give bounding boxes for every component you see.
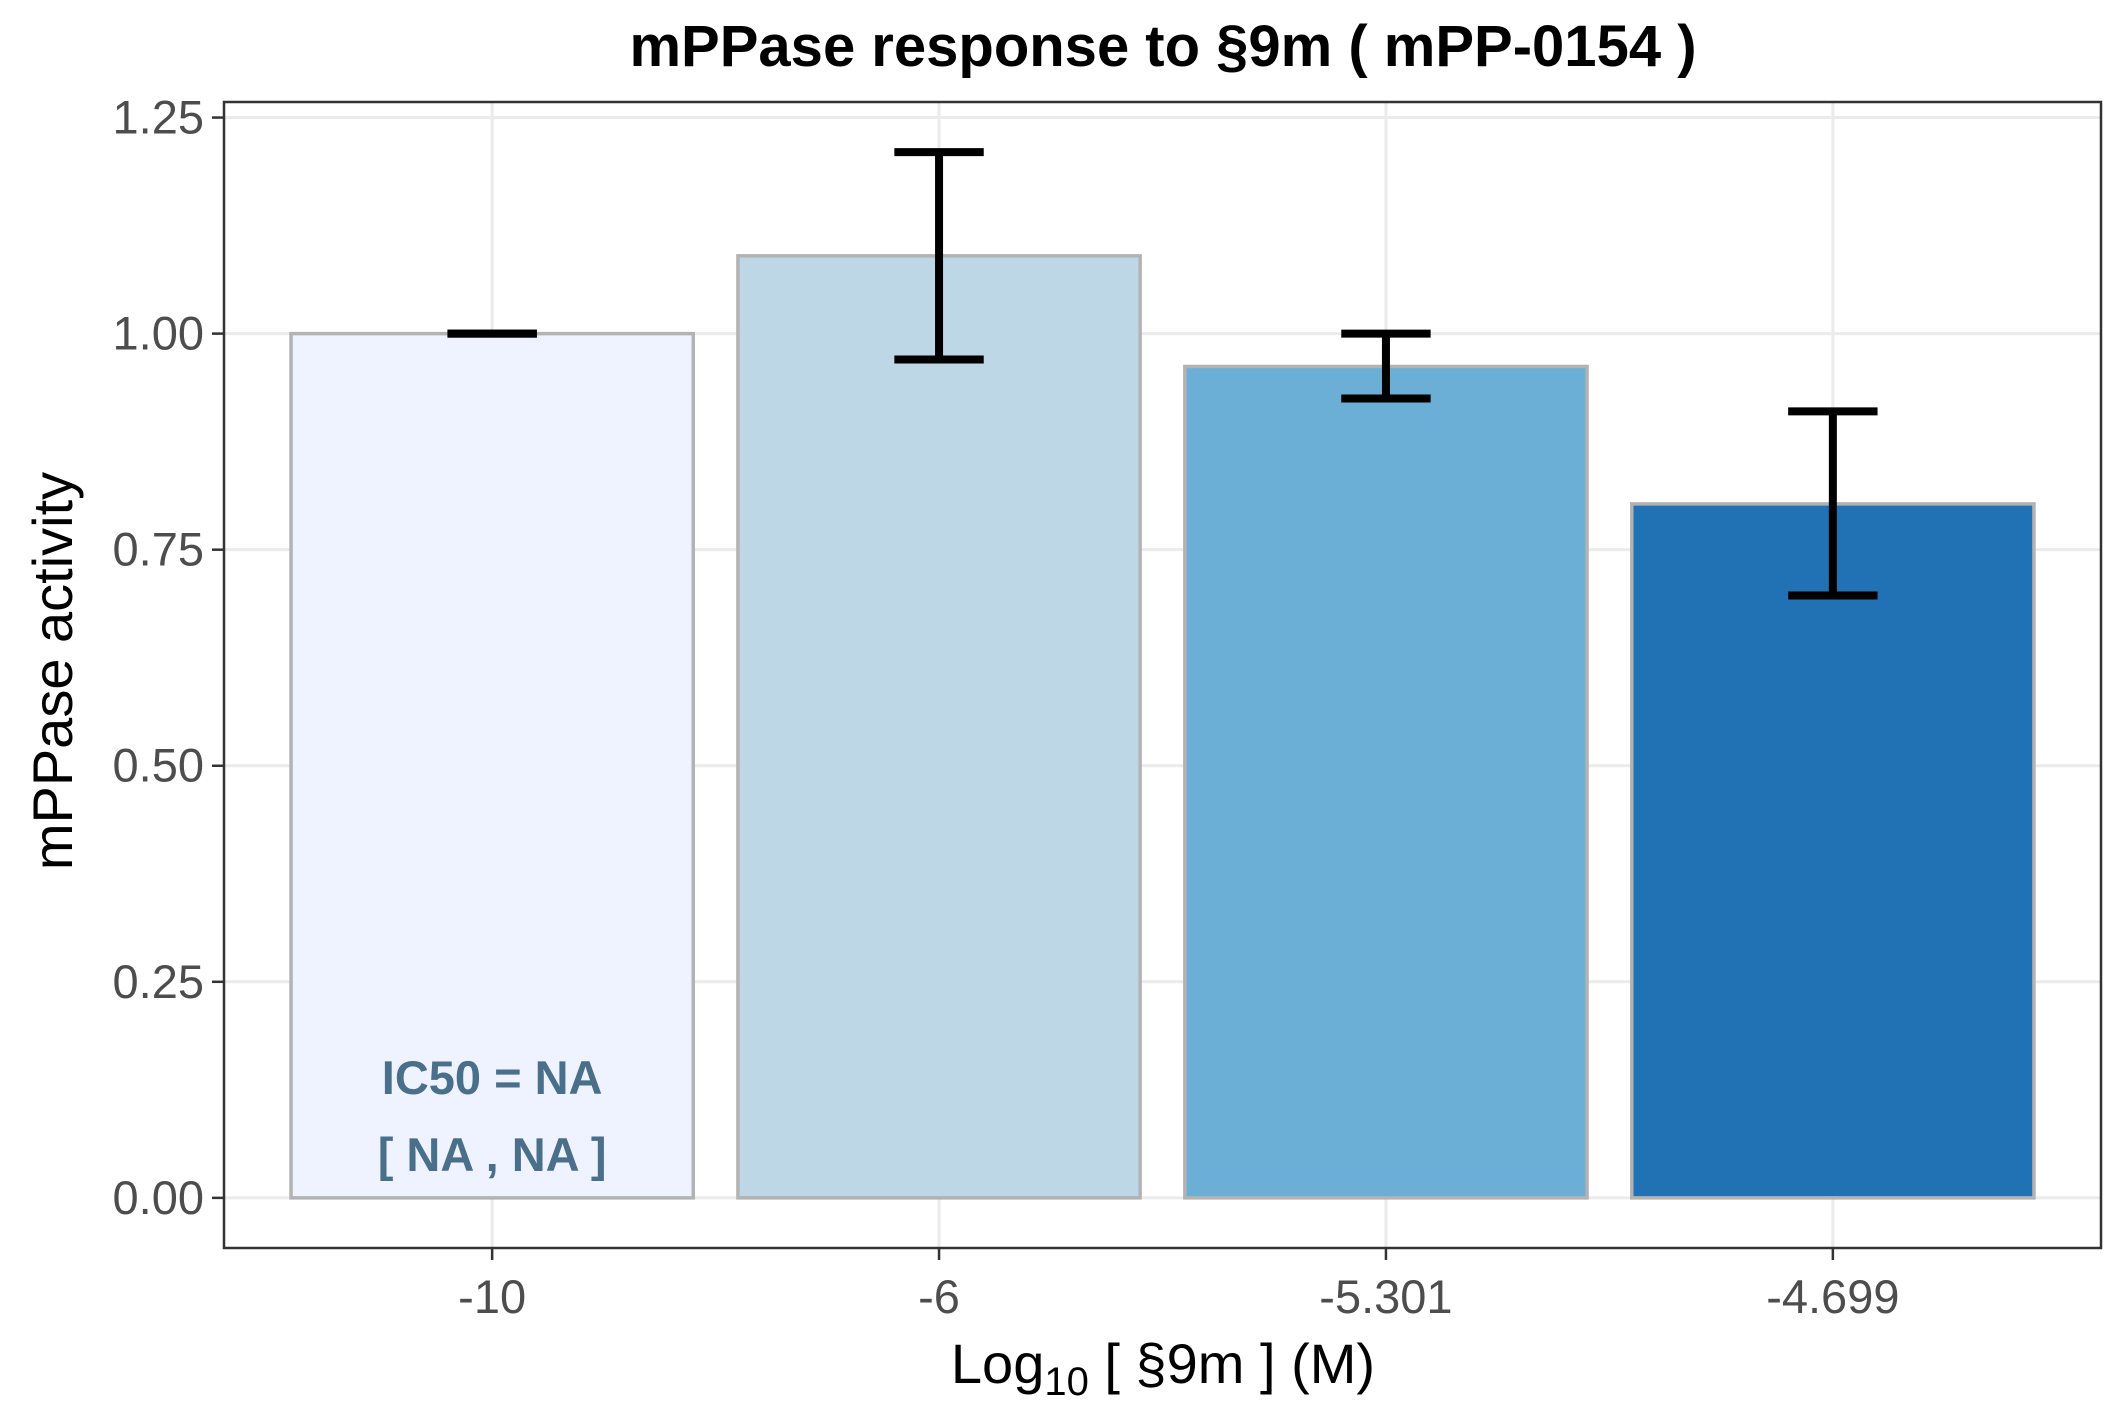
bars <box>289 254 2036 1200</box>
x-axis-title-rest: [ §9m ] (M) <box>1089 1332 1375 1395</box>
x-tick-label: -4.699 <box>1766 1270 1899 1323</box>
bar <box>1183 364 1589 1200</box>
ic50-annotation: IC50 = NA <box>382 1051 603 1104</box>
bar <box>289 331 695 1200</box>
bar <box>1630 502 2036 1200</box>
annotations: IC50 = NA [ NA , NA ] <box>378 1051 607 1181</box>
y-tick-label: 0.00 <box>113 1171 204 1224</box>
plot-panel: IC50 = NA [ NA , NA ] <box>222 100 2103 1250</box>
x-axis-title-main: Log <box>951 1332 1044 1395</box>
ic50-annotation: [ NA , NA ] <box>378 1128 607 1181</box>
y-axis: 0.00 0.25 0.50 0.75 1.00 1.25 <box>113 91 224 1224</box>
y-tick-label: 0.25 <box>113 955 204 1008</box>
plot-border <box>222 100 2103 1250</box>
y-axis-title: mPPase activity <box>21 472 84 870</box>
y-tick-label: 1.25 <box>113 91 204 144</box>
x-tick-label: -5.301 <box>1319 1270 1452 1323</box>
y-tick-label: 1.00 <box>113 307 204 360</box>
x-axis-title-subscript: 10 <box>1044 1360 1089 1404</box>
y-tick-label: 0.75 <box>113 523 204 576</box>
y-tick-label: 0.50 <box>113 739 204 792</box>
x-axis-title: Log10 [ §9m ] (M) <box>951 1332 1375 1404</box>
chart-title: mPPase response to §9m ( mPP-0154 ) <box>629 14 1696 79</box>
x-tick-label: -10 <box>458 1270 526 1323</box>
error-bars <box>447 148 1878 600</box>
bar <box>736 254 1142 1200</box>
x-tick-label: -6 <box>918 1270 960 1323</box>
x-axis: -10 -6 -5.301 -4.699 <box>458 1248 1899 1323</box>
